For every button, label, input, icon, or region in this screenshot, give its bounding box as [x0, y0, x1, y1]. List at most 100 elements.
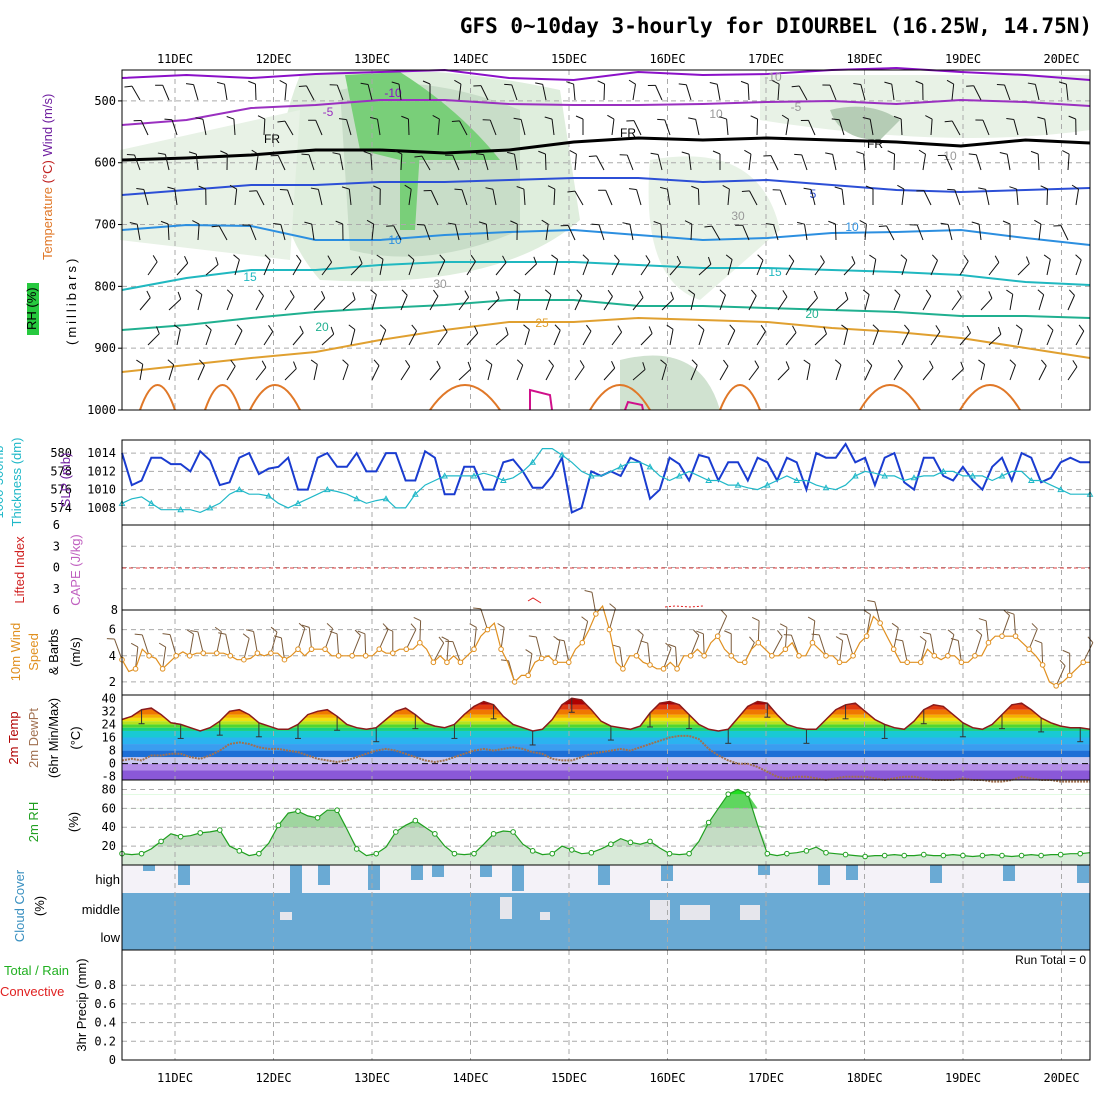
date-tick-label-bottom: 11DEC: [157, 1071, 193, 1085]
wind-barb-flag: [124, 85, 133, 88]
date-tick-label-top: 19DEC: [945, 52, 981, 66]
wind-barb-shaft: [771, 636, 783, 657]
wind-barb-flag: [579, 360, 585, 368]
surface-wind-barb: [690, 629, 700, 656]
wind-barb-shaft: [473, 627, 477, 650]
date-tick-label-top: 16DEC: [649, 52, 685, 66]
wind-barb: [167, 186, 178, 206]
wind-barb-flag: [391, 81, 400, 85]
surface-wind-barb: [441, 636, 449, 663]
wind-barb-shaft: [147, 333, 160, 346]
chart-layer: 11DEC 11DEC 12DEC 12DEC 13DEC 13DEC 14DEC 14DEC…: [0, 52, 1094, 1085]
surface-wind-barb: [668, 643, 678, 669]
wind-speed-point: [917, 659, 924, 666]
date-tick-label-bottom: 13DEC: [354, 1071, 390, 1085]
wind-barb: [136, 359, 144, 381]
wind-barb-flag: [763, 155, 772, 157]
wind-barb-flag: [566, 81, 574, 85]
wind-barb: [712, 150, 721, 170]
wind-barb: [234, 324, 243, 346]
wind-barb-flag: [158, 642, 166, 648]
surface-wind-barb: [581, 616, 589, 643]
surface-wind-barb: [553, 635, 561, 663]
temp-unit-label: (°C): [68, 726, 83, 749]
wind-barb-shaft: [287, 189, 294, 206]
surface-wind-barb: [1062, 649, 1071, 676]
wind-barb-shaft: [603, 367, 616, 381]
wind-barb-flag: [205, 324, 212, 331]
wind-barb-shaft: [162, 646, 167, 669]
surface-wind-barb: [635, 629, 644, 656]
wind-barb-flag: [869, 254, 877, 260]
wind-barb-flag: [723, 359, 729, 367]
wind-barb-shaft: [545, 294, 552, 311]
wind-barb: [940, 222, 953, 241]
temperature-line: [121, 697, 1091, 732]
wind-barb-flag: [582, 254, 589, 261]
wind-barb-shaft: [234, 189, 238, 206]
wind-barb: [304, 221, 315, 241]
wind-barb-flag: [950, 638, 959, 642]
wind-barb-flag: [839, 633, 848, 636]
wind-barb-shaft: [234, 259, 240, 276]
wind-barb: [1046, 324, 1054, 346]
wind-barb-shaft: [874, 601, 881, 624]
wind-barb-flag: [751, 617, 760, 622]
wind-barb: [611, 325, 623, 346]
wind-barb-shaft: [690, 294, 696, 311]
cloud-layer-label: low: [100, 930, 120, 945]
wind-barb-flag: [722, 185, 730, 190]
wind-barb: [1015, 324, 1023, 346]
wind-barb: [725, 254, 733, 276]
wind-barb-flag: [329, 630, 338, 635]
wind-barb: [538, 150, 547, 171]
wind-barb-shaft: [398, 84, 402, 101]
isotherm-line: [859, 384, 921, 411]
date-tick-label-top: 18DEC: [846, 52, 882, 66]
wind-barb-shaft: [480, 85, 489, 101]
wind-barb-shaft: [141, 634, 150, 656]
rh-line: [121, 788, 1091, 858]
wind-barb-flag: [783, 634, 792, 636]
rh-point: [803, 848, 810, 854]
wind-barb-shaft: [205, 329, 212, 346]
thickness-marker: [177, 506, 185, 513]
wind-barb-flag: [273, 222, 281, 226]
cloud-bar-high: [318, 865, 330, 885]
wind-barb-flag: [894, 289, 901, 296]
rh-point: [784, 850, 790, 857]
wind-barb-flag: [935, 325, 941, 333]
wind-barb-flag: [376, 254, 384, 260]
wind-barb-shaft: [664, 119, 671, 136]
wind-speed-point: [863, 633, 870, 639]
wind-barb: [978, 187, 990, 206]
wind-barb-shaft: [339, 154, 344, 171]
wind-barb-shaft: [669, 262, 681, 276]
wind-barb-shaft: [466, 261, 476, 276]
wind-barb-shaft: [226, 294, 234, 311]
wind-barb-shaft: [234, 330, 243, 346]
wind-barb-flag: [533, 256, 537, 265]
rh-point: [314, 814, 321, 821]
wind-barb-shaft: [688, 154, 692, 171]
wind-barb: [980, 291, 993, 311]
rh-point: [1018, 852, 1025, 859]
wind-barb: [211, 225, 228, 241]
wind-barb-shaft: [1067, 366, 1078, 381]
cloud-axis-label: Cloud Cover: [12, 869, 27, 942]
wind-barb-shaft: [675, 646, 678, 669]
wind-barb-flag: [198, 185, 206, 190]
wind-barb-shaft: [313, 297, 326, 311]
rh-point: [490, 831, 497, 837]
wind-barb-flag: [249, 190, 257, 192]
wind-barb-shaft: [611, 260, 620, 276]
surface-wind-barb: [186, 629, 195, 656]
cloud-bar-high: [143, 865, 155, 871]
wind-barb-shaft: [1013, 119, 1019, 136]
wind-barb-flag: [264, 254, 271, 261]
wind-barb-flag: [414, 155, 423, 158]
rh-point: [471, 850, 477, 857]
wind-barb: [473, 85, 489, 101]
wind-barb-flag: [893, 115, 902, 120]
wind-barb-shaft: [393, 225, 402, 241]
